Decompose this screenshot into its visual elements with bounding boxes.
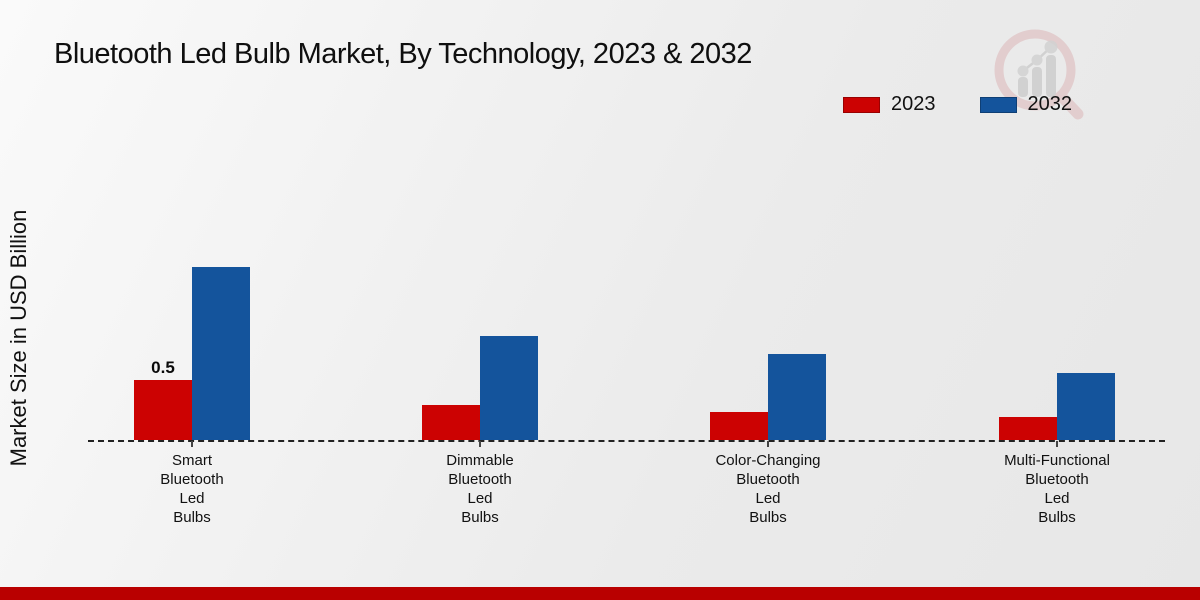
- footer-red-strip: [0, 587, 1200, 600]
- bar-2023-1: [422, 405, 480, 440]
- x-axis-tick: [191, 441, 193, 447]
- category-label-2: Color-Changing Bluetooth Led Bulbs: [715, 452, 821, 526]
- legend-item-2032: 2032: [979, 93, 1073, 116]
- market-research-logo-watermark: [994, 29, 1084, 120]
- legend-item-2023: 2023: [843, 93, 936, 116]
- bar-2032-3: [1057, 373, 1115, 440]
- legend: 2023 2032: [843, 93, 1072, 116]
- category-label-1: Dimmable Bluetooth Led Bulbs: [446, 452, 514, 526]
- bar-value-label: 0.5: [151, 358, 175, 377]
- bar-2032-0: [192, 267, 250, 440]
- legend-swatch-2023: [843, 96, 880, 113]
- bar-2023-0: [134, 380, 192, 440]
- category-label-0: Smart Bluetooth Led Bulbs: [160, 452, 224, 526]
- x-axis-tick: [1056, 441, 1058, 447]
- magnifier-handle-icon: [1055, 90, 1084, 120]
- legend-label-2032: 2032: [1027, 93, 1073, 115]
- chart-title: Bluetooth Led Bulb Market, By Technology…: [54, 38, 752, 70]
- bar-2032-1: [480, 336, 538, 440]
- x-axis-line: [88, 440, 1165, 442]
- x-axis-tick: [767, 441, 769, 447]
- magnifier-ring-icon: [994, 29, 1076, 111]
- bar-2023-3: [999, 417, 1057, 440]
- legend-label-2023: 2023: [891, 93, 936, 115]
- bar-2032-2: [768, 354, 826, 440]
- legend-swatch-2032: [979, 96, 1017, 113]
- bar-2023-2: [710, 412, 768, 440]
- category-label-3: Multi-Functional Bluetooth Led Bulbs: [1004, 452, 1110, 526]
- bar-growth-icon: [1017, 40, 1058, 97]
- x-axis-tick: [479, 441, 481, 447]
